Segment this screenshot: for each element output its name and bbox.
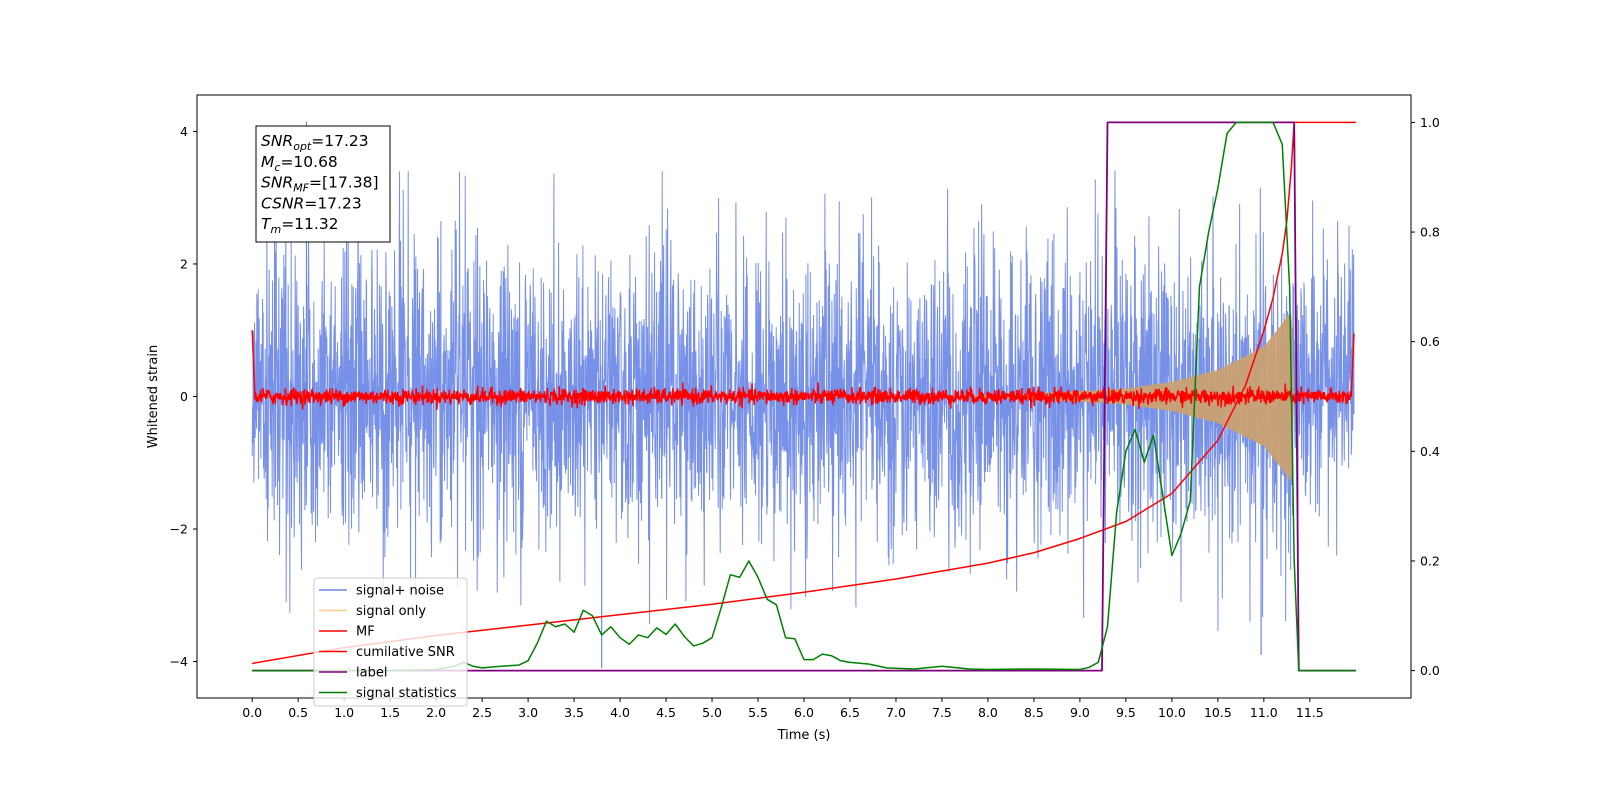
y-tick-label: 4 bbox=[180, 124, 188, 139]
x-tick-label: 4.5 bbox=[656, 705, 676, 720]
y-axis-label: Whitened strain bbox=[146, 345, 161, 448]
x-tick-label: 0.5 bbox=[288, 705, 308, 720]
legend-label: signal+ noise bbox=[356, 584, 444, 599]
x-tick-label: 1.0 bbox=[334, 705, 354, 720]
annotation-line: SNRMF=[17.38] bbox=[261, 174, 379, 195]
y2-tick-label: 0.4 bbox=[1420, 444, 1440, 459]
x-tick-label: 5.5 bbox=[748, 705, 768, 720]
series-layer bbox=[251, 121, 1356, 672]
x-axis-label: Time (s) bbox=[777, 728, 831, 743]
y-axis-left: 4 2 0 −2 −4 bbox=[170, 124, 197, 669]
annotation-line: CSNR=17.23 bbox=[261, 194, 362, 212]
y-tick-label: −2 bbox=[170, 522, 188, 537]
x-tick-label: 4.0 bbox=[610, 705, 630, 720]
y2-tick-label: 0.6 bbox=[1420, 334, 1440, 349]
legend-label: signal statistics bbox=[356, 686, 457, 701]
mf-line bbox=[251, 330, 1355, 410]
legend-frame bbox=[313, 577, 468, 707]
x-tick-label: 9.0 bbox=[1070, 705, 1090, 720]
y-tick-label: 2 bbox=[180, 256, 188, 271]
x-tick-label: 2.0 bbox=[426, 705, 446, 720]
x-tick-label: 8.0 bbox=[978, 705, 998, 720]
annotation-line: Tm=11.32 bbox=[261, 215, 339, 236]
x-tick-label: 9.5 bbox=[1116, 705, 1136, 720]
x-tick-label: 11.0 bbox=[1250, 705, 1278, 720]
annotation-frame bbox=[255, 125, 391, 243]
stats-annotation-box: SNRopt=17.23Mc=10.68SNRMF=[17.38]CSNR=17… bbox=[255, 125, 391, 243]
legend-label: signal only bbox=[356, 604, 426, 619]
series-signal-statistics bbox=[252, 121, 1356, 672]
x-tick-label: 6.0 bbox=[794, 705, 814, 720]
legend-label: MF bbox=[356, 625, 375, 640]
annotation-line: Mc=10.68 bbox=[261, 153, 338, 174]
x-tick-label: 11.5 bbox=[1296, 705, 1324, 720]
x-tick-label: 2.5 bbox=[472, 705, 492, 720]
y2-tick-label: 0.2 bbox=[1420, 553, 1440, 568]
x-tick-label: 10.0 bbox=[1158, 705, 1186, 720]
y-axis-right: 1.0 0.8 0.6 0.4 0.2 0.0 bbox=[1411, 115, 1440, 678]
x-tick-label: 7.0 bbox=[886, 705, 906, 720]
y2-tick-label: 1.0 bbox=[1420, 115, 1440, 130]
x-tick-label: 10.5 bbox=[1204, 705, 1232, 720]
legend-label: cumilative SNR bbox=[356, 645, 455, 660]
y2-tick-label: 0.0 bbox=[1420, 663, 1440, 678]
x-tick-label: 3.5 bbox=[564, 705, 584, 720]
x-tick-label: 0.0 bbox=[242, 705, 262, 720]
x-tick-label: 7.5 bbox=[932, 705, 952, 720]
x-tick-label: 6.5 bbox=[840, 705, 860, 720]
x-tick-label: 1.5 bbox=[380, 705, 400, 720]
y2-tick-label: 0.8 bbox=[1420, 225, 1440, 240]
series-mf bbox=[251, 330, 1355, 410]
legend-label: label bbox=[356, 666, 387, 681]
x-tick-label: 3.0 bbox=[518, 705, 538, 720]
y-tick-label: −4 bbox=[170, 654, 188, 669]
series-signal-statistics-line bbox=[252, 121, 1356, 672]
x-tick-label: 8.5 bbox=[1024, 705, 1044, 720]
legend: signal+ noise signal only MF cumilative SNR… bbox=[313, 577, 468, 707]
y-tick-label: 0 bbox=[180, 389, 188, 404]
x-axis: 0.0 0.5 1.0 1.5 2.0 2.5 3.0 3.5 4.0 4.5 5.0 5.5 6.0 6… bbox=[242, 698, 1324, 720]
annotation-line: SNRopt=17.23 bbox=[261, 132, 369, 153]
x-tick-label: 5.0 bbox=[702, 705, 722, 720]
